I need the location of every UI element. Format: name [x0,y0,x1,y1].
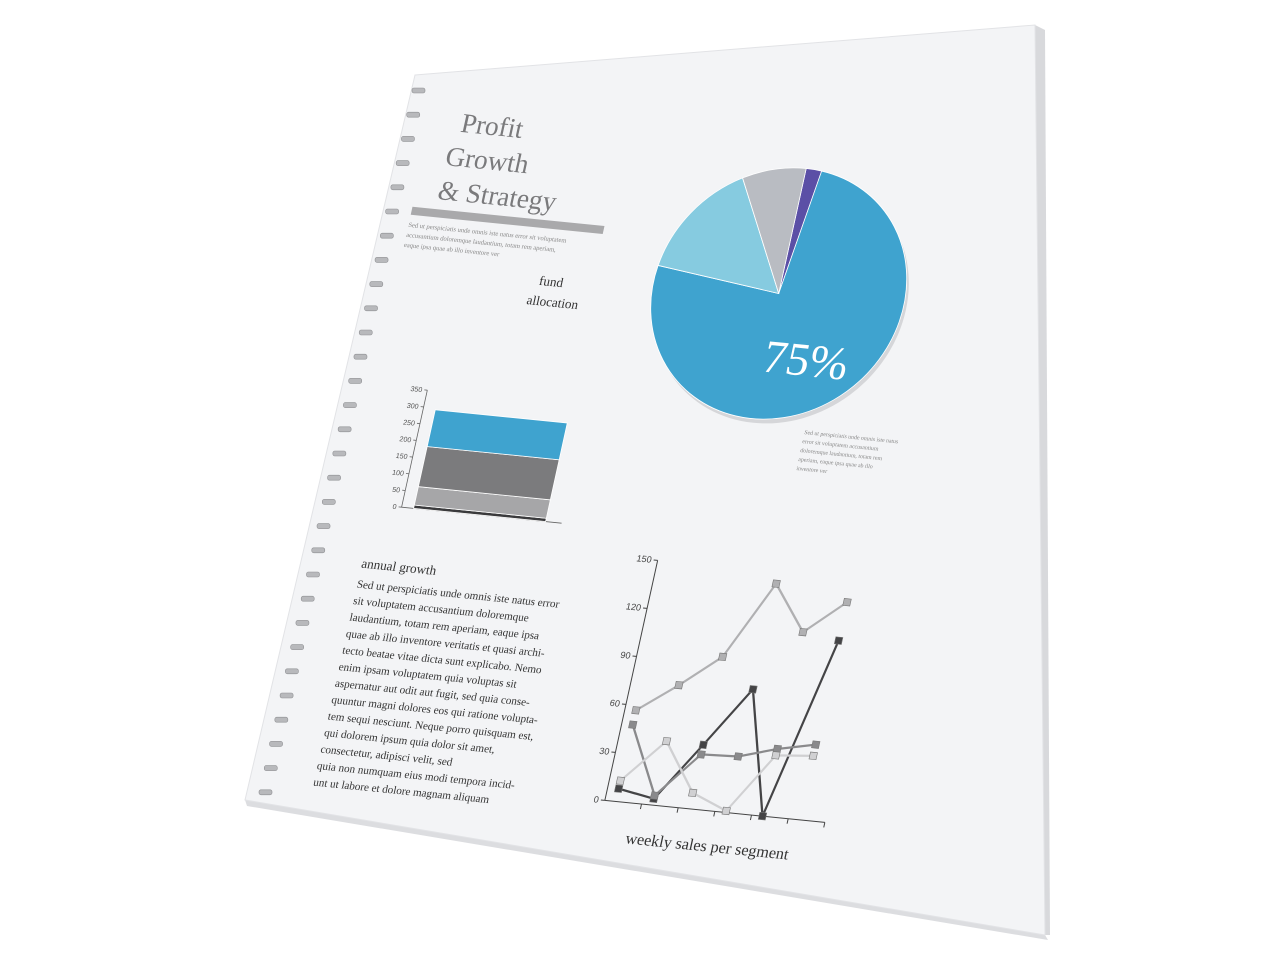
point-marker [615,776,626,785]
point-marker [688,788,698,798]
ring [285,668,299,675]
title-line: Profit [458,108,526,144]
pie-slice [650,170,908,420]
point-marker [698,740,708,750]
point-marker [771,579,781,588]
y-tick-label: 200 [399,435,412,444]
y-tick-label: 350 [410,385,423,394]
y-tick-label: 30 [598,746,610,757]
y-tick-label: 150 [636,553,653,564]
ring [353,353,368,360]
y-tick-label: 150 [395,452,408,461]
page-edge [245,800,1048,940]
point-marker [748,685,758,694]
y-tick-label: 90 [619,650,631,661]
ring [390,184,405,191]
pie-slice [657,177,780,295]
x-tick [639,804,643,810]
page [244,24,1046,936]
y-axis [401,390,428,508]
ring [269,741,283,747]
ring [411,87,426,94]
y-tick-label: 0 [392,503,398,511]
point-marker [661,736,672,746]
page-edge [1035,25,1050,935]
ring [263,765,278,771]
ring [311,547,326,554]
caption-line: inventore ver [796,466,828,475]
ring [274,716,289,723]
bar-segment [426,409,568,461]
ring [316,523,331,529]
ring [279,692,294,699]
section-heading: annual growth [360,556,438,578]
ring [358,329,373,336]
series-line [635,581,848,712]
ring [290,644,304,650]
ring [343,402,357,408]
ring [348,378,362,384]
ring [322,499,336,505]
series-line [619,739,814,813]
x-tick [786,818,789,824]
ring [364,305,378,312]
pie-label: allocation [525,292,580,312]
ring [306,571,320,578]
ring [295,620,310,626]
ring [258,789,273,796]
ring [406,111,421,118]
point-marker [631,706,641,715]
y-tick-label: 60 [609,698,621,709]
ring [401,136,415,142]
ring [327,474,341,481]
point-marker [628,720,638,729]
x-tick [749,815,753,821]
ring [369,281,384,287]
ring [395,160,410,166]
y-tick-label: 100 [391,469,404,478]
point-marker [674,680,684,690]
pie-value-label: 75% [758,331,854,391]
y-tick-label: 300 [406,402,419,411]
y-tick-label: 250 [402,419,415,428]
point-marker [696,750,706,759]
y-axis [604,560,659,801]
pie-slice [742,167,807,294]
series-line [631,724,816,798]
point-marker [771,751,781,760]
ring [385,208,399,215]
y-tick-label: 0 [593,794,600,804]
x-tick [823,822,826,828]
point-marker [757,811,768,821]
y-tick-label: 120 [625,601,642,612]
ring [380,232,394,239]
point-marker [811,740,821,749]
ring [300,595,315,602]
series-line [618,640,840,817]
point-marker [721,806,731,816]
point-marker [833,636,844,645]
ring [332,450,347,457]
point-marker [798,627,808,637]
point-marker [842,598,852,607]
y-tick-label: 50 [391,486,401,495]
ring [337,426,352,433]
point-marker [717,652,728,662]
x-tick [713,811,716,817]
binding-rings [258,87,426,796]
point-marker [614,784,624,793]
title-rule [410,206,605,235]
ring [374,257,389,263]
point-marker [733,752,743,761]
pie-label: fund [538,273,565,290]
x-tick [676,807,679,813]
point-marker [649,791,660,800]
point-marker [808,751,818,761]
